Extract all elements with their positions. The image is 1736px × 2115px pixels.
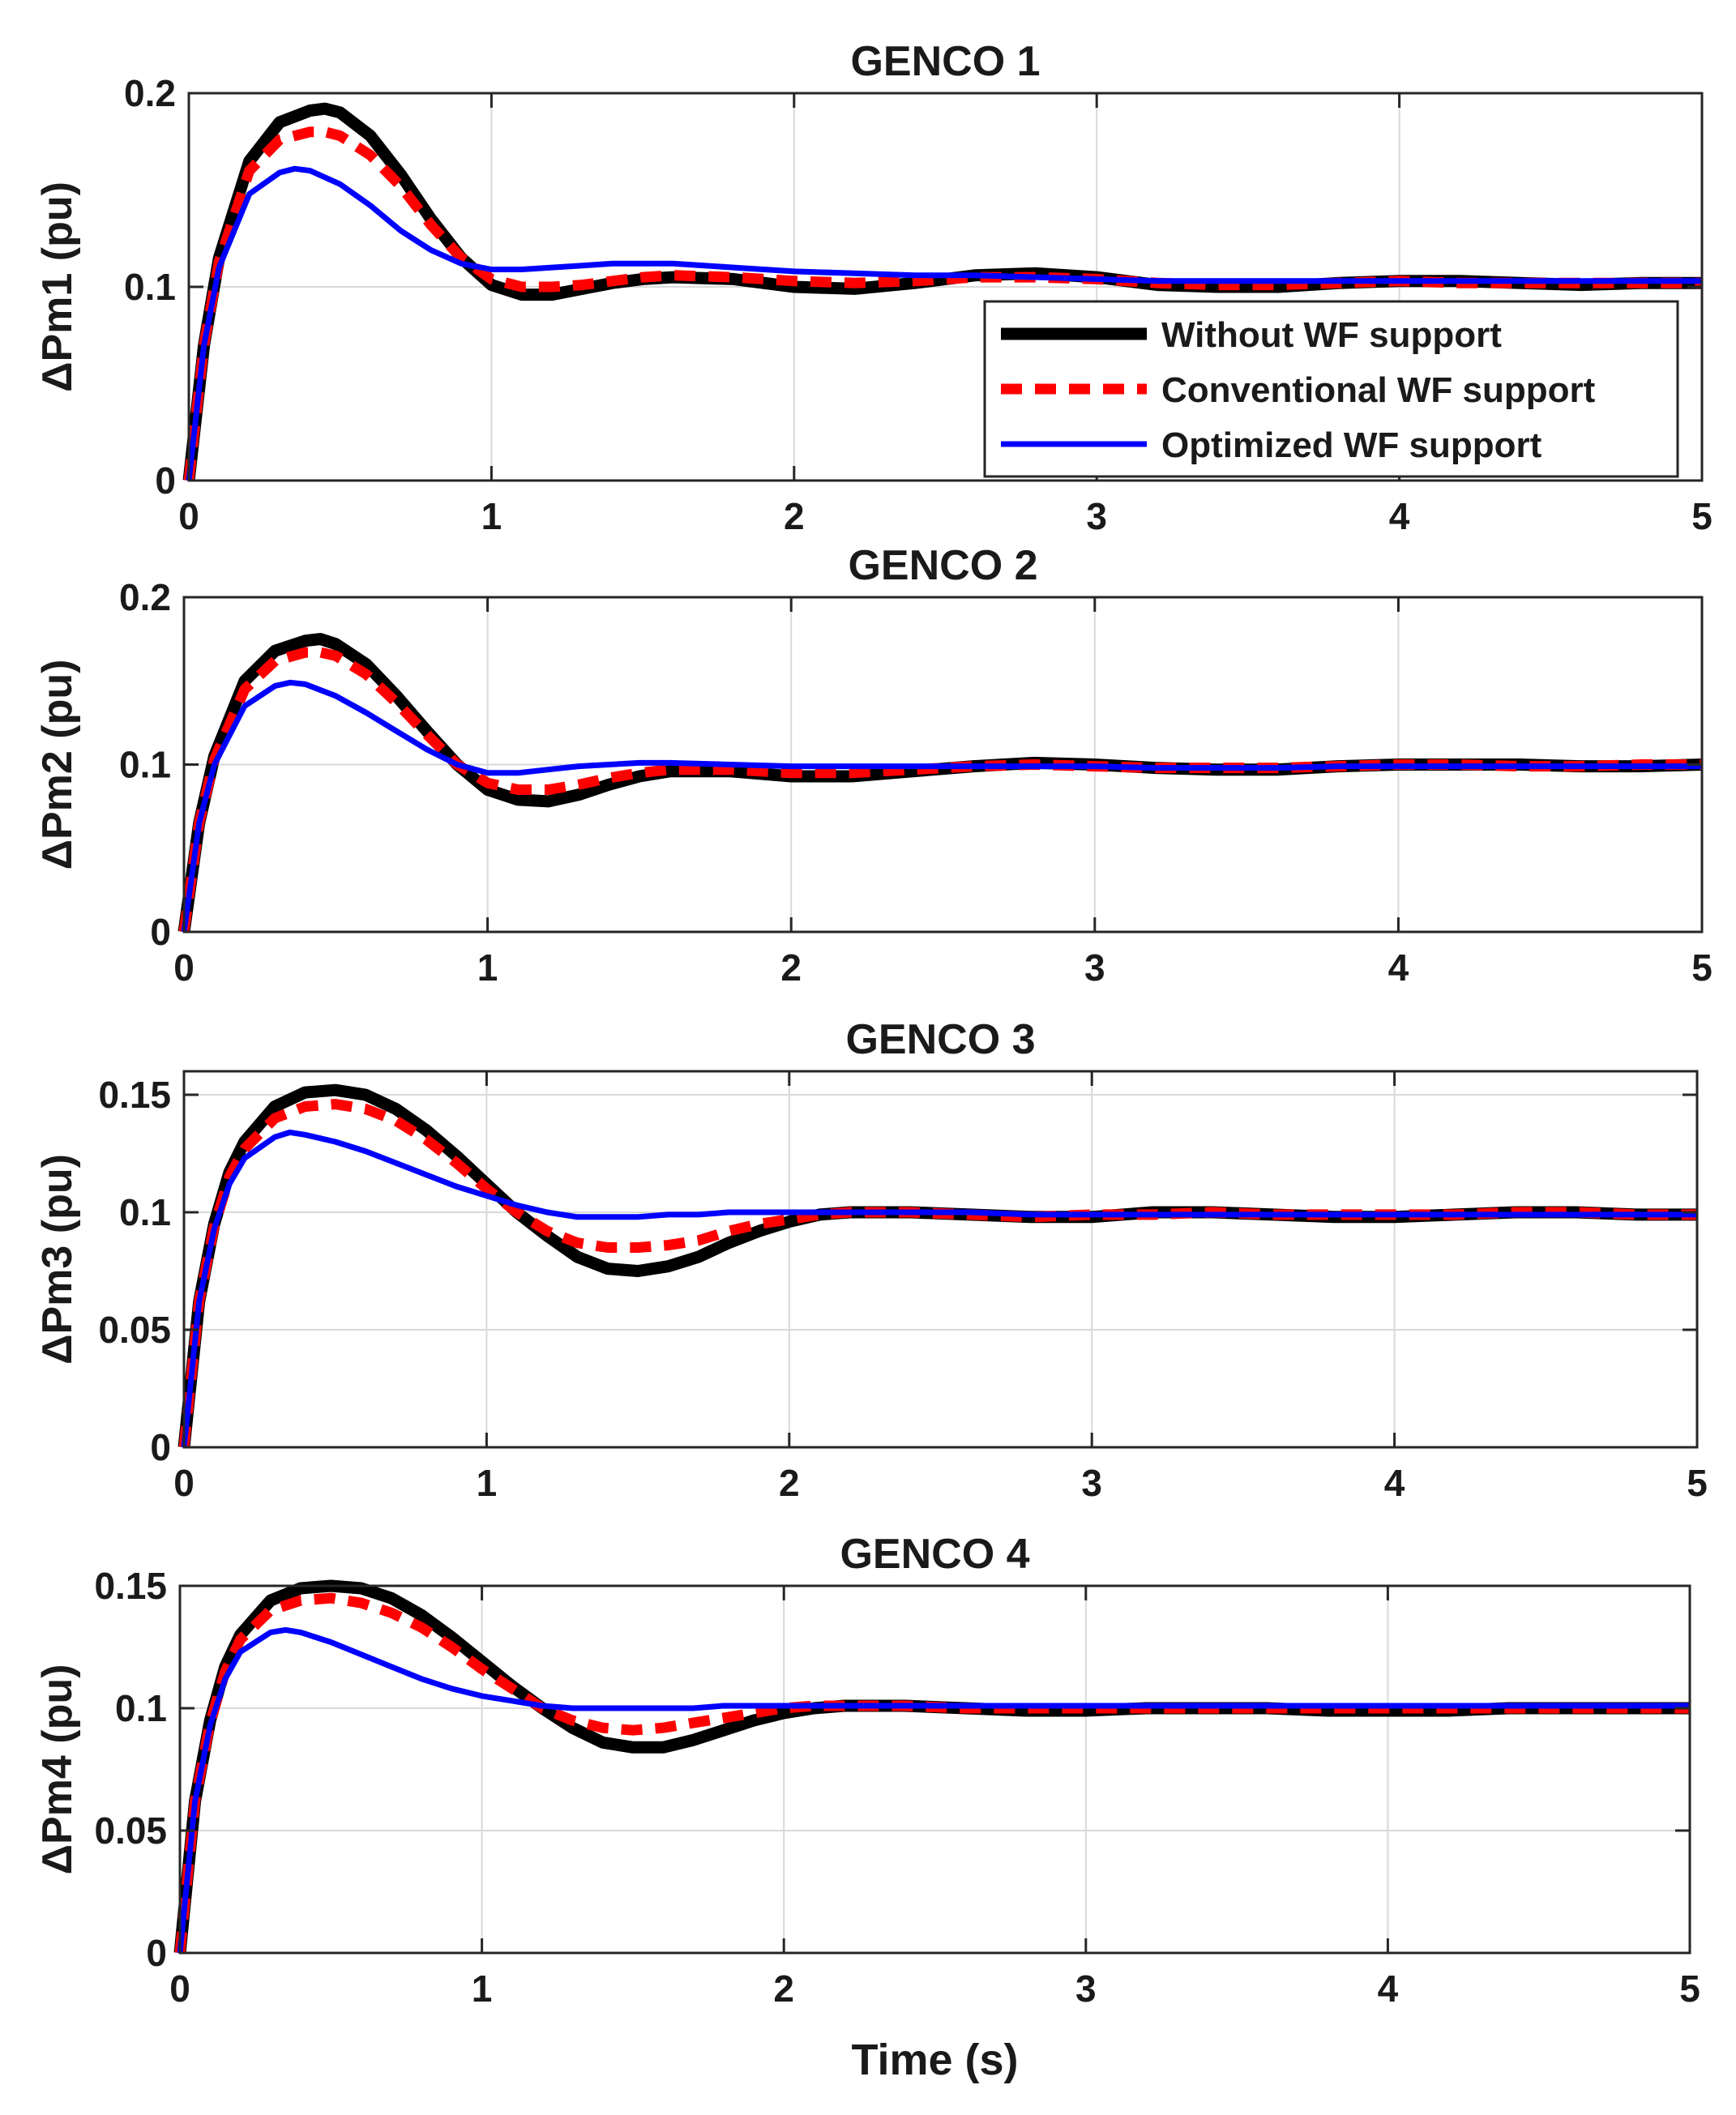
x-tick-label: 5	[1691, 946, 1712, 989]
x-tick-label: 3	[1084, 946, 1105, 989]
plot-area	[180, 1586, 1690, 1953]
panel-title: GENCO 3	[845, 1016, 1035, 1063]
x-tick-label: 5	[1687, 1462, 1708, 1504]
axes-frame	[178, 1584, 1691, 1955]
series-line-optimized-wf-support	[186, 165, 1702, 481]
y-tick-label: 0	[146, 1932, 167, 1974]
legend-label: Conventional WF support	[1161, 370, 1596, 410]
x-tick-label: 2	[773, 1968, 794, 2010]
x-tick-label: 2	[780, 946, 802, 989]
y-tick-label: 0.2	[124, 72, 176, 114]
y-axis-label: ΔPm4 (pu)	[34, 1664, 81, 1875]
y-tick-label: 0.05	[98, 1309, 171, 1351]
series-line-optimized-wf-support	[181, 679, 1702, 933]
panels: 0 1 2 3 4 5 0 0.1 0.2 GENCO 1 ΔPm1 (pu) Without WF …	[34, 38, 1712, 2084]
series-line-optimized-wf-support	[181, 1129, 1697, 1448]
x-axis-label: Time (s)	[851, 2036, 1018, 2084]
x-tick-label: 5	[1679, 1968, 1700, 2010]
y-tick-label: 0.15	[94, 1565, 167, 1607]
panel-title: GENCO 4	[840, 1531, 1029, 1578]
x-tick-label: 1	[477, 1462, 498, 1504]
y-tick-label: 0.15	[98, 1074, 171, 1116]
y-tick-label: 0.1	[119, 744, 171, 786]
panel-genco-1: 0 1 2 3 4 5 0 0.1 0.2 GENCO 1 ΔPm1 (pu) Without WF …	[34, 38, 1712, 537]
series-line-optimized-wf-support	[177, 1626, 1690, 1954]
y-tick-label: 0	[155, 459, 176, 502]
x-tick-label: 4	[1384, 1462, 1405, 1504]
x-tick-label: 3	[1075, 1968, 1097, 2010]
panel-genco-3: 0 1 2 3 4 5 0 0.05 0.1 0.15 GENCO 3 ΔPm3 (pu)	[34, 1016, 1708, 1504]
x-tick-label: 3	[1081, 1462, 1102, 1504]
x-tick-label: 3	[1086, 495, 1107, 537]
x-tick-label: 5	[1691, 495, 1712, 537]
y-tick-label: 0	[150, 1426, 171, 1468]
panel-title: GENCO 1	[850, 38, 1040, 85]
x-tick-label: 2	[784, 495, 805, 537]
x-tick-label: 4	[1388, 946, 1409, 989]
legend-label: Without WF support	[1161, 315, 1502, 355]
x-tick-label: 0	[178, 495, 199, 537]
panel-title: GENCO 2	[848, 542, 1037, 589]
panel-genco-4: 0 1 2 3 4 5 0 0.05 0.1 0.15 GENCO 4 ΔPm4 (pu) Time (…	[34, 1531, 1700, 2084]
x-tick-label: 4	[1389, 495, 1410, 537]
x-tick-label: 2	[779, 1462, 800, 1504]
x-tick-label: 0	[173, 1462, 195, 1504]
y-tick-label: 0	[150, 911, 171, 953]
x-tick-label: 1	[481, 495, 502, 537]
y-axis-label: ΔPm2 (pu)	[34, 660, 81, 870]
legend-label: Optimized WF support	[1161, 425, 1542, 465]
y-axis-label: ΔPm1 (pu)	[34, 182, 81, 392]
legend: Without WF support Conventional WF suppor…	[983, 300, 1679, 478]
y-axis-label: ΔPm3 (pu)	[34, 1154, 81, 1365]
x-tick-label: 4	[1378, 1968, 1399, 2010]
series-line-conventional-wf-support	[178, 647, 1702, 933]
y-tick-label: 0.2	[119, 576, 171, 618]
y-tick-label: 0.1	[124, 266, 176, 308]
x-tick-label: 1	[472, 1968, 493, 2010]
x-tick-label: 0	[173, 946, 195, 989]
y-tick-label: 0.1	[119, 1191, 171, 1233]
series-line-conventional-wf-support	[183, 126, 1702, 481]
x-tick-label: 0	[169, 1968, 190, 2010]
x-tick-label: 1	[477, 946, 498, 989]
panel-genco-2: 0 1 2 3 4 5 0 0.1 0.2 GENCO 2 ΔPm2 (pu)	[34, 542, 1712, 989]
y-tick-label: 0.1	[115, 1687, 167, 1729]
axes-frame	[182, 1070, 1699, 1449]
y-tick-label: 0.05	[94, 1810, 167, 1852]
